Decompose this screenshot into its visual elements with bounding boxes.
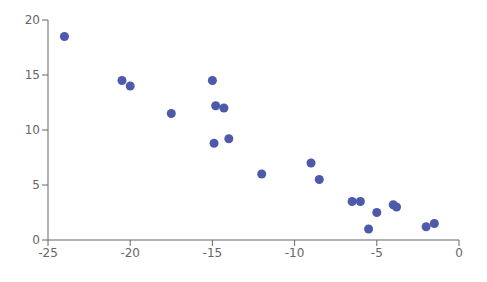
svg-text:-15: -15 [203, 246, 223, 260]
svg-text:20: 20 [25, 13, 40, 27]
svg-text:0: 0 [32, 233, 40, 247]
svg-text:-25: -25 [38, 246, 58, 260]
svg-text:0: 0 [455, 246, 463, 260]
svg-text:-10: -10 [285, 246, 305, 260]
svg-text:-5: -5 [371, 246, 383, 260]
svg-text:5: 5 [32, 178, 40, 192]
svg-text:15: 15 [25, 68, 40, 82]
svg-text:-20: -20 [120, 246, 140, 260]
svg-text:10: 10 [25, 123, 40, 137]
